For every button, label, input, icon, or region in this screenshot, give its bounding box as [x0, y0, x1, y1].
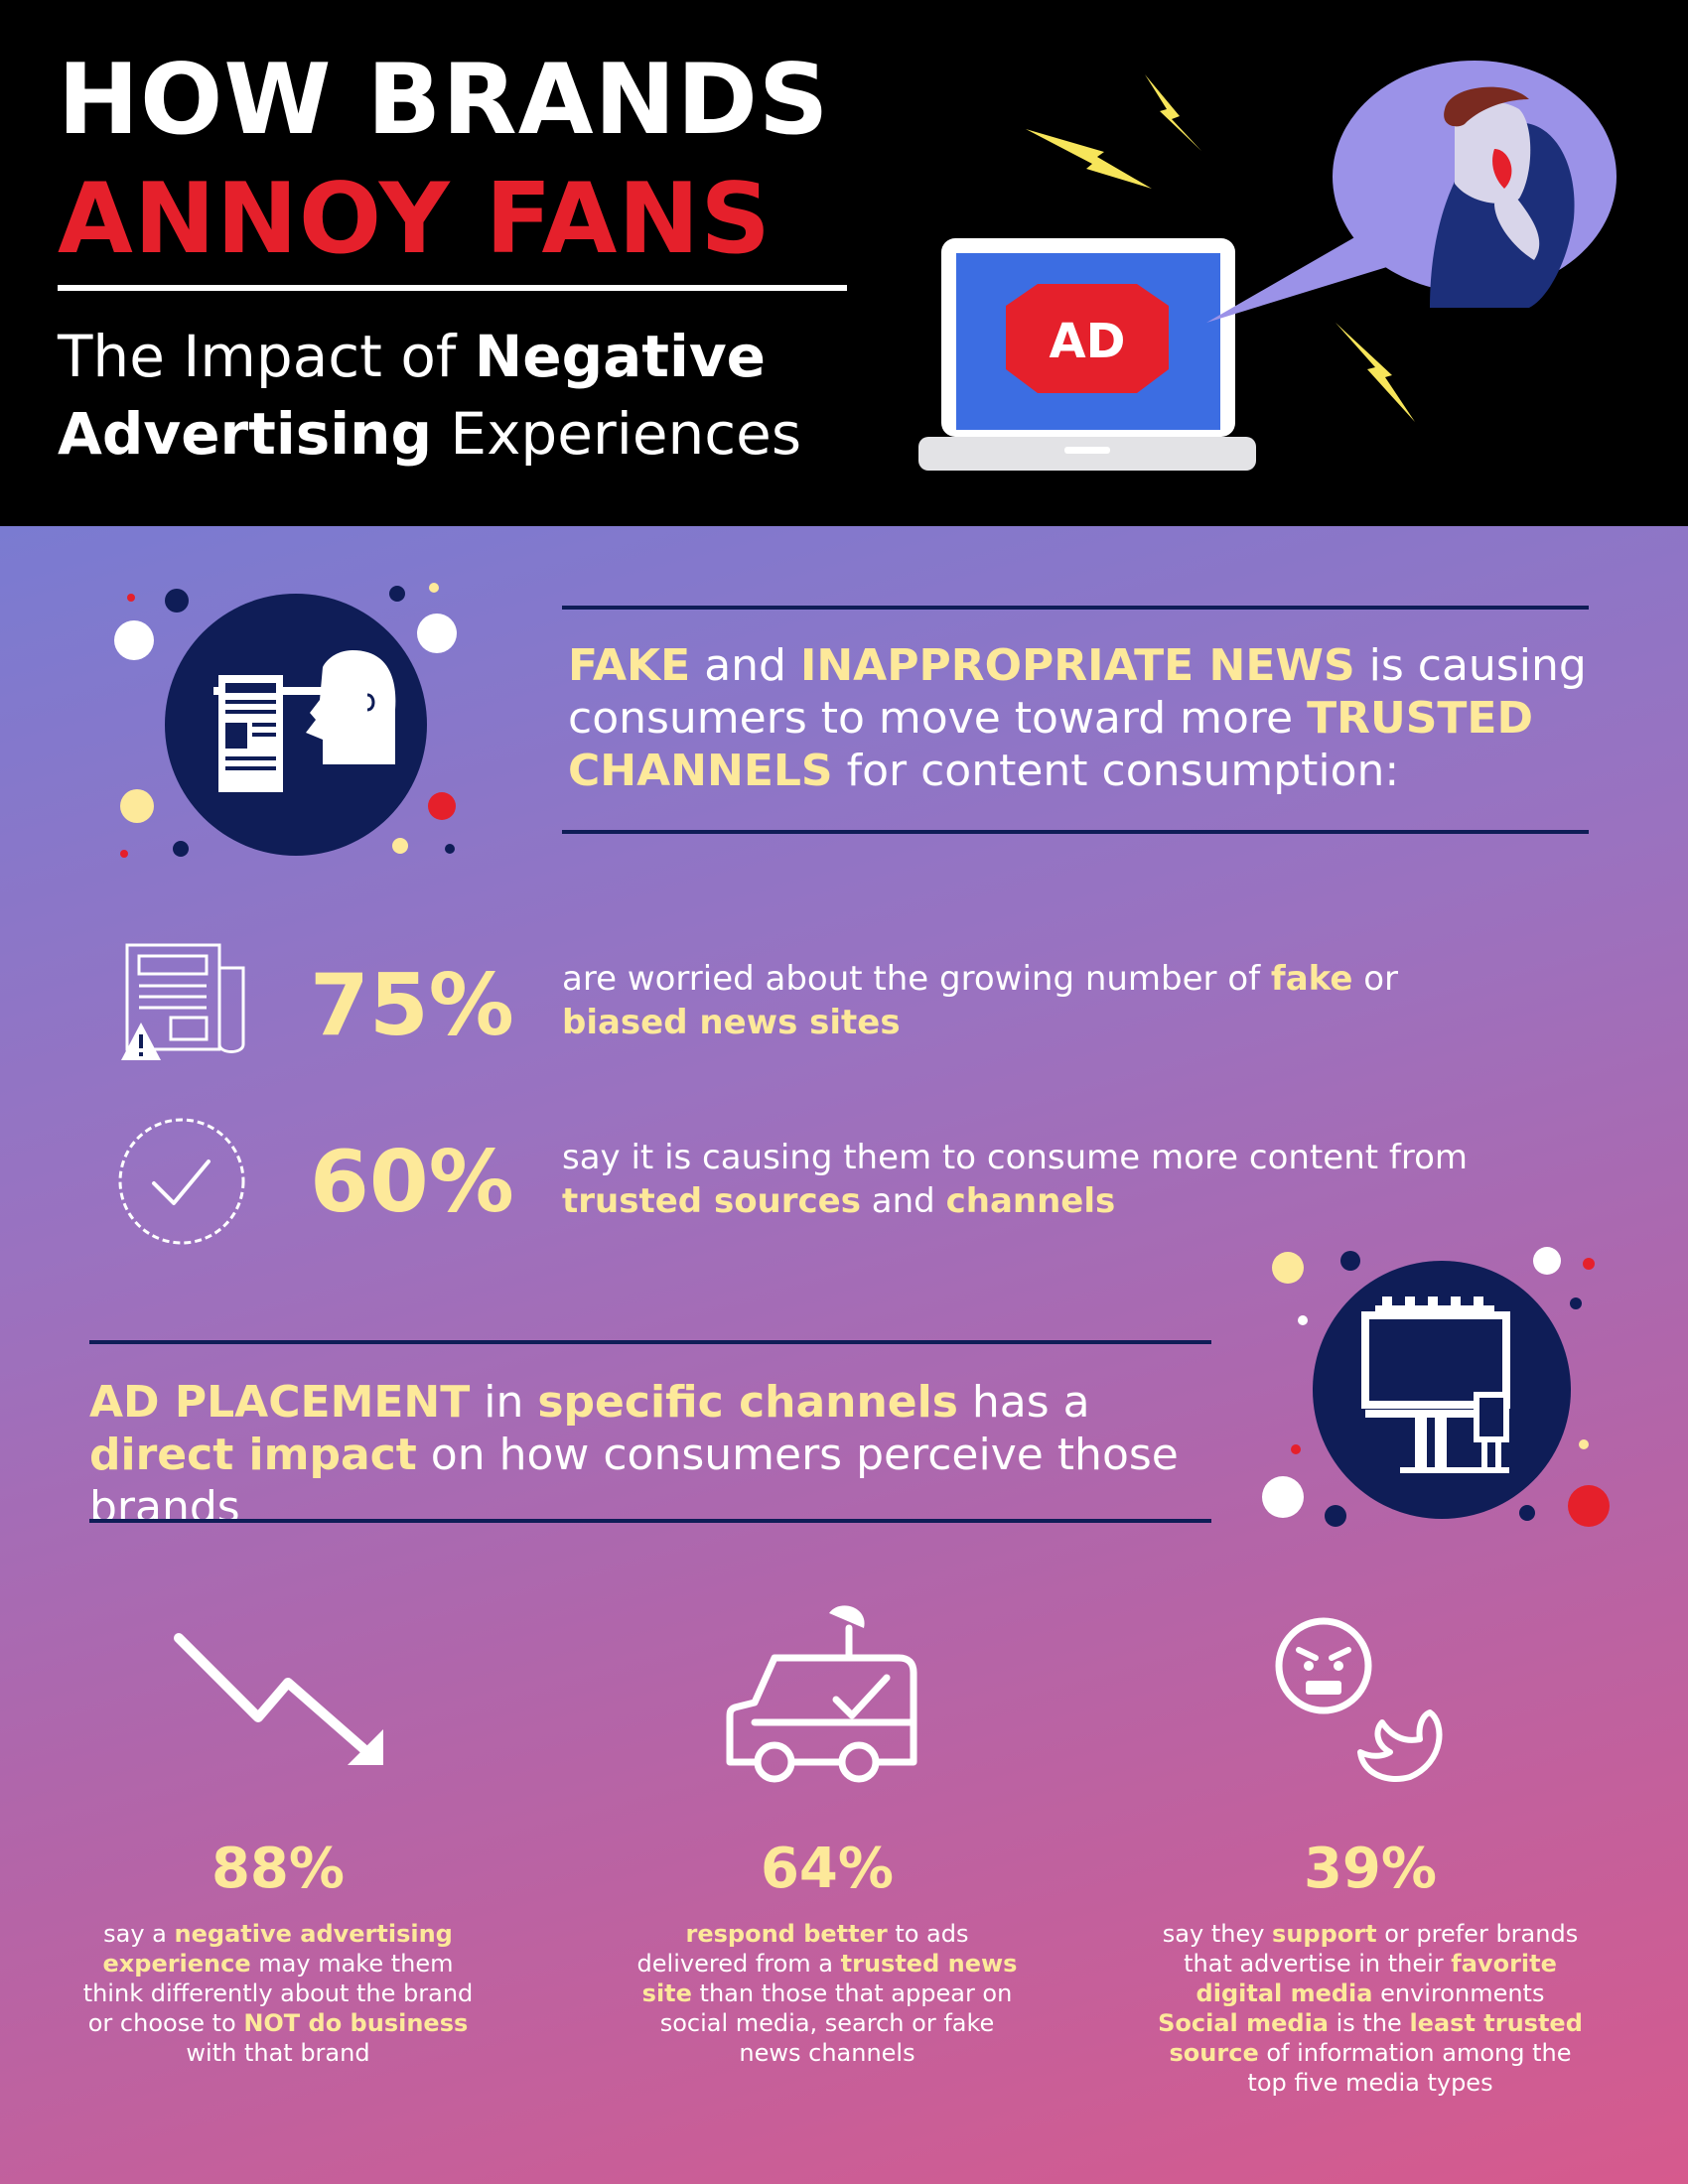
stat-75-bold-2: biased news sites: [562, 1003, 901, 1042]
subtitle-part-2: Experiences: [431, 400, 802, 468]
column-39-text: say they support or prefer brands that a…: [1147, 1919, 1594, 2098]
lead1-bold-1: FAKE: [568, 640, 691, 691]
stat-60-percent: 60%: [310, 1133, 514, 1232]
title-line-1: HOW BRANDS: [58, 44, 830, 157]
col64-bold-1: respond better: [685, 1920, 888, 1948]
stat-75-text-1: are worried about the growing number of: [562, 959, 1271, 999]
stat-75-text-2: or: [1352, 959, 1399, 999]
stat-75-bold-1: fake: [1270, 959, 1353, 999]
col64-text-3: than those that appear on social media, …: [659, 1979, 1013, 2067]
stat-60-text: say it is causing them to consume more c…: [562, 1136, 1595, 1223]
col39-bold-1: support: [1272, 1920, 1377, 1948]
col39-text-2: or prefer brands that advertise in their: [1184, 1920, 1579, 1978]
liar-news-icon: [114, 583, 457, 858]
stat-60-bold-2: channels: [945, 1181, 1116, 1221]
col39-bold-2: favorite digital media: [1196, 1950, 1557, 2007]
column-39-percent: 39%: [1303, 1837, 1438, 1901]
title-line-2: ANNOY FANS: [58, 163, 772, 276]
billboard-icon: [1262, 1247, 1610, 1527]
section1-bottom-rule: [562, 830, 1589, 834]
news-van-icon: [726, 1605, 917, 1783]
angry-face-icon: [1275, 1617, 1372, 1714]
lead2-text-2: has a: [957, 1377, 1090, 1428]
col39-bold-3: Social media: [1158, 2009, 1329, 2037]
col64-bold-2: trusted news site: [641, 1950, 1018, 2007]
column-88-percent: 88%: [211, 1837, 346, 1901]
lead1-text-1: and: [690, 640, 800, 691]
laptop-ad-icon: AD: [918, 238, 1256, 471]
stat-75-text: are worried about the growing number of …: [562, 957, 1595, 1044]
lightning-icon: [1026, 74, 1415, 422]
column-88-text: say a negative advertising experience ma…: [79, 1919, 477, 2068]
lead2-bold-2: specific channels: [537, 1377, 958, 1428]
col88-text-1: say a: [103, 1920, 175, 1948]
check-badge-icon: [118, 1118, 245, 1245]
col88-bold-1: negative advertising experience: [102, 1920, 453, 1978]
col39-text-4: is the: [1329, 2009, 1410, 2037]
section1-top-rule: [562, 606, 1589, 610]
lead2-bold-3: direct impact: [89, 1430, 417, 1480]
subtitle-part-1: The Impact of: [58, 323, 475, 390]
column-39: 39% say they support or prefer brands th…: [1147, 1842, 1594, 2098]
lead1-text-3: for content consumption:: [832, 746, 1400, 796]
stat-75-percent: 75%: [310, 956, 514, 1055]
col39-bold-4: least trusted source: [1169, 2009, 1583, 2067]
column-88: 88% say a negative advertising experienc…: [79, 1842, 477, 2068]
header: HOW BRANDS ANNOY FANS The Impact of Nega…: [0, 0, 1688, 526]
stat-60-text-1: say it is causing them to consume more c…: [562, 1138, 1469, 1177]
col64-text-2: to ads delivered from a: [636, 1920, 969, 1978]
col88-bold-2: NOT do business: [243, 2009, 469, 2037]
stat-60-text-2: and: [860, 1181, 946, 1221]
subtitle-bold-2: Advertising: [58, 400, 432, 468]
title-divider: [58, 285, 847, 291]
section2-top-rule: [89, 1340, 1211, 1344]
column-64-text: respond better to ads delivered from a t…: [629, 1919, 1026, 2068]
section1-lead: FAKE and INAPPROPRIATE NEWS is causing c…: [568, 639, 1601, 797]
section2-bottom-rule: [89, 1519, 1211, 1523]
newspaper-warning-icon: [121, 943, 245, 1060]
angry-man-icon: [1206, 61, 1617, 323]
col39-text-3: environments: [1372, 1979, 1545, 2007]
column-64-percent: 64%: [760, 1837, 895, 1901]
lead2-bold-1: AD PLACEMENT: [89, 1377, 471, 1428]
lead2-text-3: on how consumers perceive those brands: [89, 1430, 1179, 1533]
lead1-text-2: is causing consumers to move toward more: [568, 640, 1587, 744]
lead1-bold-3: TRUSTED CHANNELS: [568, 693, 1533, 796]
subtitle-bold-1: Negative: [474, 323, 766, 390]
bird-icon: [1357, 1709, 1443, 1782]
lead1-bold-2: INAPPROPRIATE NEWS: [799, 640, 1355, 691]
col88-text-3: with that brand: [186, 2039, 370, 2067]
header-illustration: AD: [918, 61, 1617, 471]
col39-text-5: of information among the top five media …: [1247, 2039, 1572, 2097]
ad-label: AD: [1050, 314, 1126, 369]
col39-text-1: say they: [1162, 1920, 1273, 1948]
stat-60-bold-1: trusted sources: [562, 1181, 861, 1221]
trend-down-icon: [174, 1633, 383, 1765]
lead2-text-1: in: [470, 1377, 538, 1428]
subtitle: The Impact of Negative Advertising Experi…: [58, 318, 801, 473]
column-64: 64% respond better to ads delivered from…: [629, 1842, 1026, 2068]
col88-text-2: may make them think differently about th…: [82, 1950, 474, 2037]
section2-lead: AD PLACEMENT in specific channels has a …: [89, 1376, 1241, 1534]
